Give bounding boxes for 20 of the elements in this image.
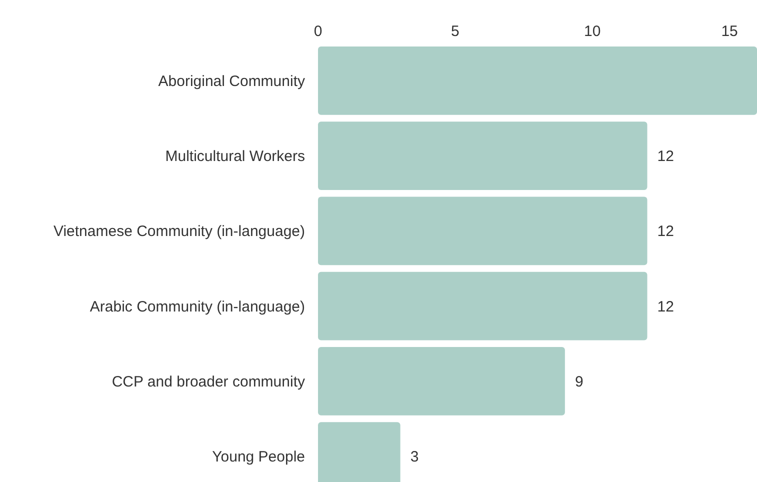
data-label: 12 <box>657 298 674 316</box>
data-label: 12 <box>657 148 674 166</box>
y-tick-label: Arabic Community (in-language) <box>90 298 305 316</box>
x-tick-label: 15 <box>721 23 738 40</box>
y-tick-label: Multicultural Workers <box>165 148 305 166</box>
y-tick-label: Vietnamese Community (in-language) <box>53 223 306 240</box>
data-label: 3 <box>410 448 419 466</box>
bar <box>318 46 757 115</box>
data-label: 12 <box>657 223 674 240</box>
bar <box>318 347 565 416</box>
x-tick-label: 10 <box>584 23 601 40</box>
bar <box>318 196 648 266</box>
x-tick-label: 5 <box>451 23 460 40</box>
y-tick-label: Young People <box>212 448 305 466</box>
y-tick-label: Aboriginal Community <box>158 72 306 90</box>
y-tick-label: CCP and broader community <box>112 373 306 390</box>
bar <box>318 122 648 190</box>
data-label: 9 <box>574 373 584 390</box>
bar <box>318 272 648 340</box>
x-tick-label: 0 <box>314 23 322 40</box>
